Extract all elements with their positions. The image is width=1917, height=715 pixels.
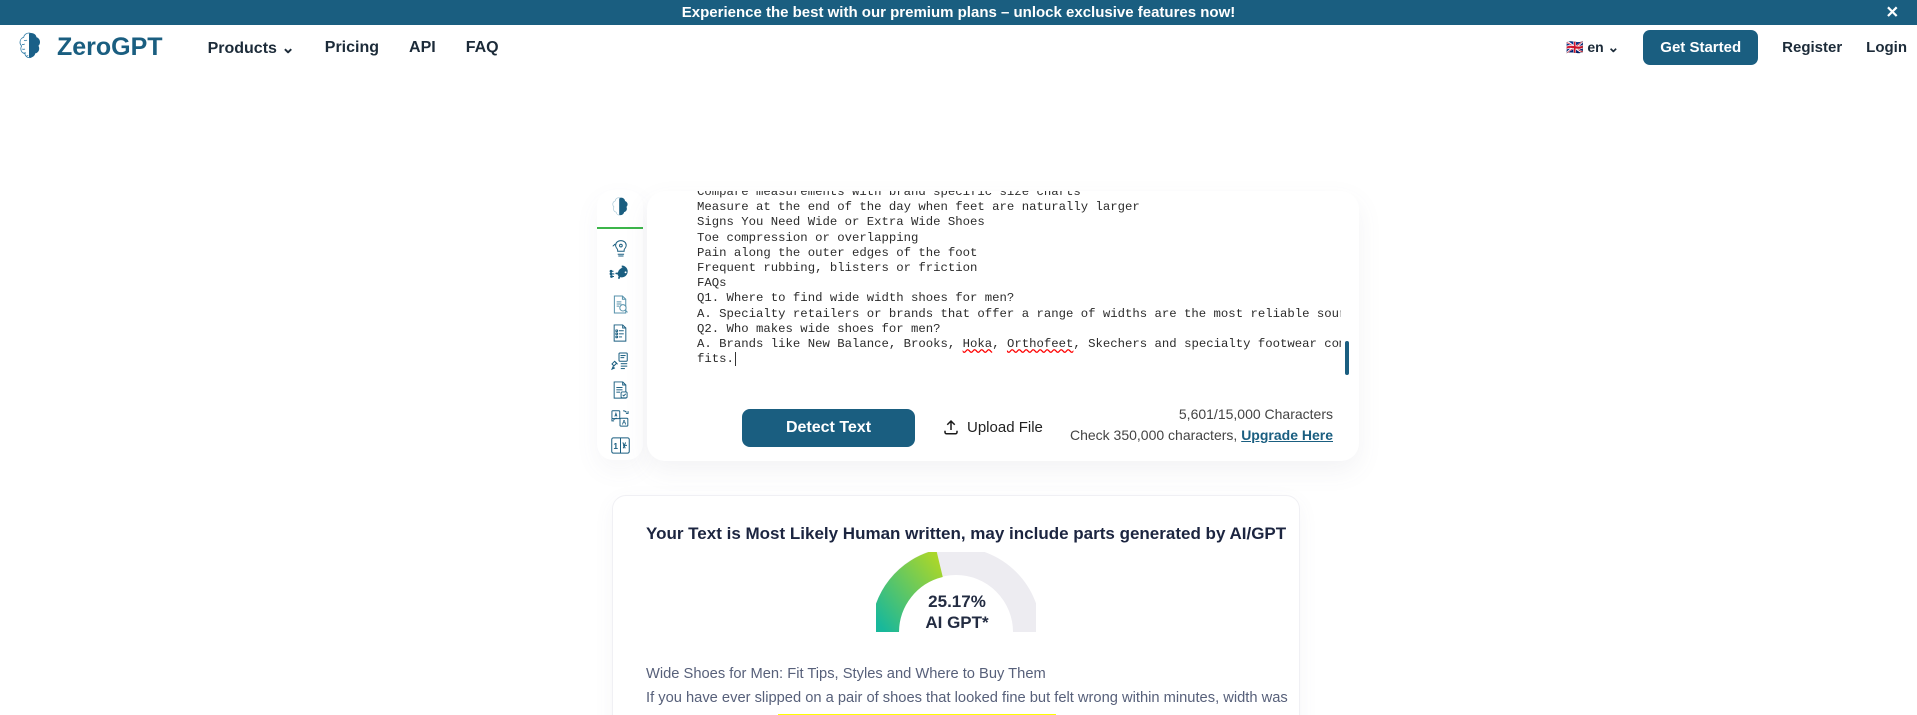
svg-text:1: 1 [613,441,618,451]
svg-text:A: A [622,419,627,426]
